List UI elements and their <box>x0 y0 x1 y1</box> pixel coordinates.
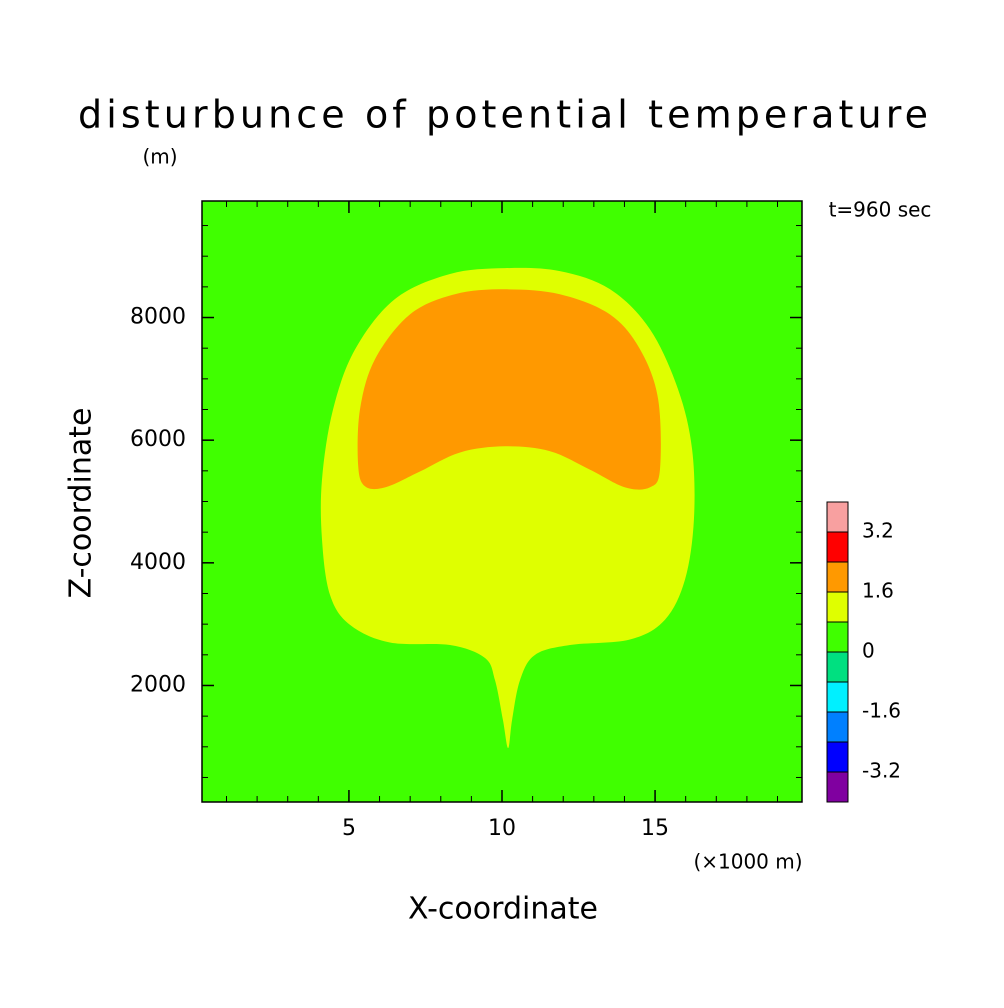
colorbar-segment <box>826 561 849 593</box>
colorbar-tick-label: -3.2 <box>862 759 901 783</box>
x-axis-label: X-coordinate <box>408 892 598 927</box>
colorbar: 3.2 1.6 0 -1.6 -3.2 <box>826 501 901 803</box>
contour-region <box>357 289 661 490</box>
y-tick-label: 4000 <box>130 550 186 575</box>
chart-title: disturbunce of potential temperature <box>78 93 928 137</box>
y-axis-label: Z-coordinate <box>64 408 99 599</box>
y-tick-label: 6000 <box>130 427 186 452</box>
colorbar-segment <box>826 651 849 683</box>
time-annotation: t=960 sec <box>829 198 932 222</box>
colorbar-segment <box>826 711 849 743</box>
x-tick-label: 15 <box>641 816 669 841</box>
colorbar-segment <box>826 501 849 533</box>
x-tick-label: 10 <box>488 816 516 841</box>
colorbar-tick-label: 0 <box>862 639 875 663</box>
colorbar-segment <box>826 531 849 563</box>
colorbar-segment <box>826 591 849 623</box>
x-tick-label: 5 <box>342 816 356 841</box>
colorbar-segment <box>826 741 849 773</box>
colorbar-tick-label: -1.6 <box>862 699 901 723</box>
colorbar-segment <box>826 681 849 713</box>
x-unit: (×1000 m) <box>693 850 802 874</box>
colorbar-segment <box>826 771 849 803</box>
colorbar-tick-label: 1.6 <box>862 579 894 603</box>
plot-area: 5 10 15 2000 4000 6000 8000 <box>130 200 803 841</box>
y-tick-label: 8000 <box>130 305 186 330</box>
colorbar-tick-label: 3.2 <box>862 519 894 543</box>
colorbar-segment <box>826 621 849 653</box>
y-unit: (m) <box>142 145 177 169</box>
y-tick-label: 2000 <box>130 672 186 697</box>
